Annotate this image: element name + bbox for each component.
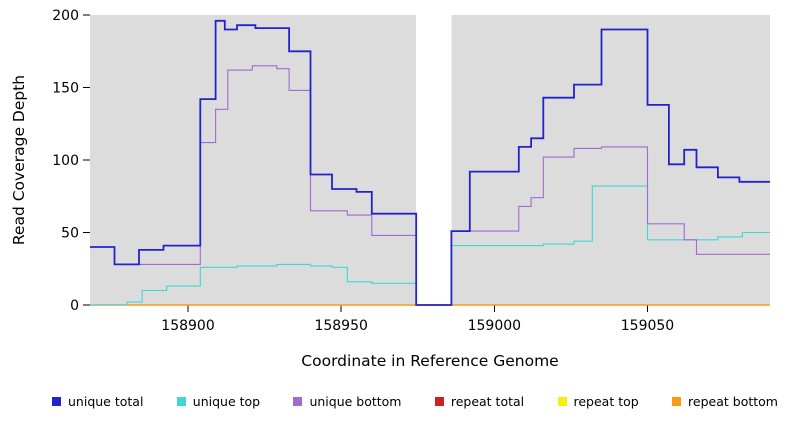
legend-label: repeat top bbox=[573, 393, 639, 409]
coverage-plot: 0 50 100 150 200 158900 158950 159000 159050 Coor… bbox=[10, 8, 770, 370]
legend-swatch-icon bbox=[434, 396, 444, 406]
coverage-gap-region bbox=[416, 11, 452, 305]
legend-label: unique bottom bbox=[309, 393, 402, 409]
legend-item-unique-total: unique total bbox=[52, 394, 143, 409]
y-tick-label: 150 bbox=[52, 81, 79, 97]
legend-label: repeat bottom bbox=[688, 393, 778, 409]
series-line-unique-bottom bbox=[90, 65, 770, 306]
x-tick-label: 158900 bbox=[161, 318, 214, 334]
x-axis-title: Coordinate in Reference Genome bbox=[301, 352, 558, 370]
x-tick-label: 159050 bbox=[621, 318, 674, 334]
plot-legend: unique total unique top unique bottom repea… bbox=[0, 378, 792, 432]
chart-area: 0 50 100 150 200 158900 158950 159000 159050 Coor… bbox=[10, 8, 770, 370]
legend-item-unique-top: unique top bbox=[176, 393, 261, 409]
legend-label: unique total bbox=[68, 393, 144, 409]
legend-swatch-icon bbox=[672, 396, 682, 406]
y-tick-label: 50 bbox=[61, 226, 79, 242]
legend-item-unique-bottom: unique bottom bbox=[293, 393, 402, 409]
series-line-unique-total bbox=[90, 19, 770, 306]
y-tick-label: 0 bbox=[70, 298, 79, 314]
legend-swatch-icon bbox=[176, 396, 186, 406]
series-line-unique-top bbox=[90, 185, 770, 306]
x-tick-label: 159000 bbox=[468, 318, 521, 334]
legend-label: unique top bbox=[192, 393, 261, 409]
legend-item-repeat-bottom: repeat bottom bbox=[672, 394, 778, 409]
y-axis-title: Read Coverage Depth bbox=[10, 75, 28, 245]
legend-label: repeat total bbox=[450, 393, 525, 409]
legend-swatch-icon bbox=[557, 396, 567, 406]
legend-swatch-icon bbox=[52, 396, 61, 406]
x-tick-label: 158950 bbox=[314, 318, 367, 334]
y-tick-label: 100 bbox=[52, 153, 79, 169]
legend-swatch-icon bbox=[293, 396, 303, 406]
y-tick-label: 200 bbox=[52, 8, 79, 24]
legend-item-repeat-total: repeat total bbox=[434, 393, 525, 409]
legend-item-repeat-top: repeat top bbox=[557, 393, 639, 409]
